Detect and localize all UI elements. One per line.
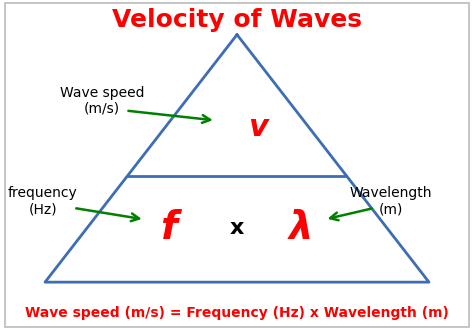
Text: Velocity of Waves: Velocity of Waves: [112, 8, 362, 32]
Text: λ: λ: [289, 209, 313, 247]
Text: x: x: [230, 218, 244, 238]
Text: Wave speed (m/s) = Frequency (Hz) x Wavelength (m): Wave speed (m/s) = Frequency (Hz) x Wave…: [25, 306, 449, 320]
Text: Wave speed
(m/s): Wave speed (m/s): [60, 85, 144, 116]
FancyBboxPatch shape: [5, 3, 469, 327]
Text: v: v: [248, 113, 268, 142]
Text: frequency
(Hz): frequency (Hz): [8, 186, 78, 216]
Text: f: f: [160, 209, 177, 247]
Text: Wavelength
(m): Wavelength (m): [350, 186, 432, 216]
